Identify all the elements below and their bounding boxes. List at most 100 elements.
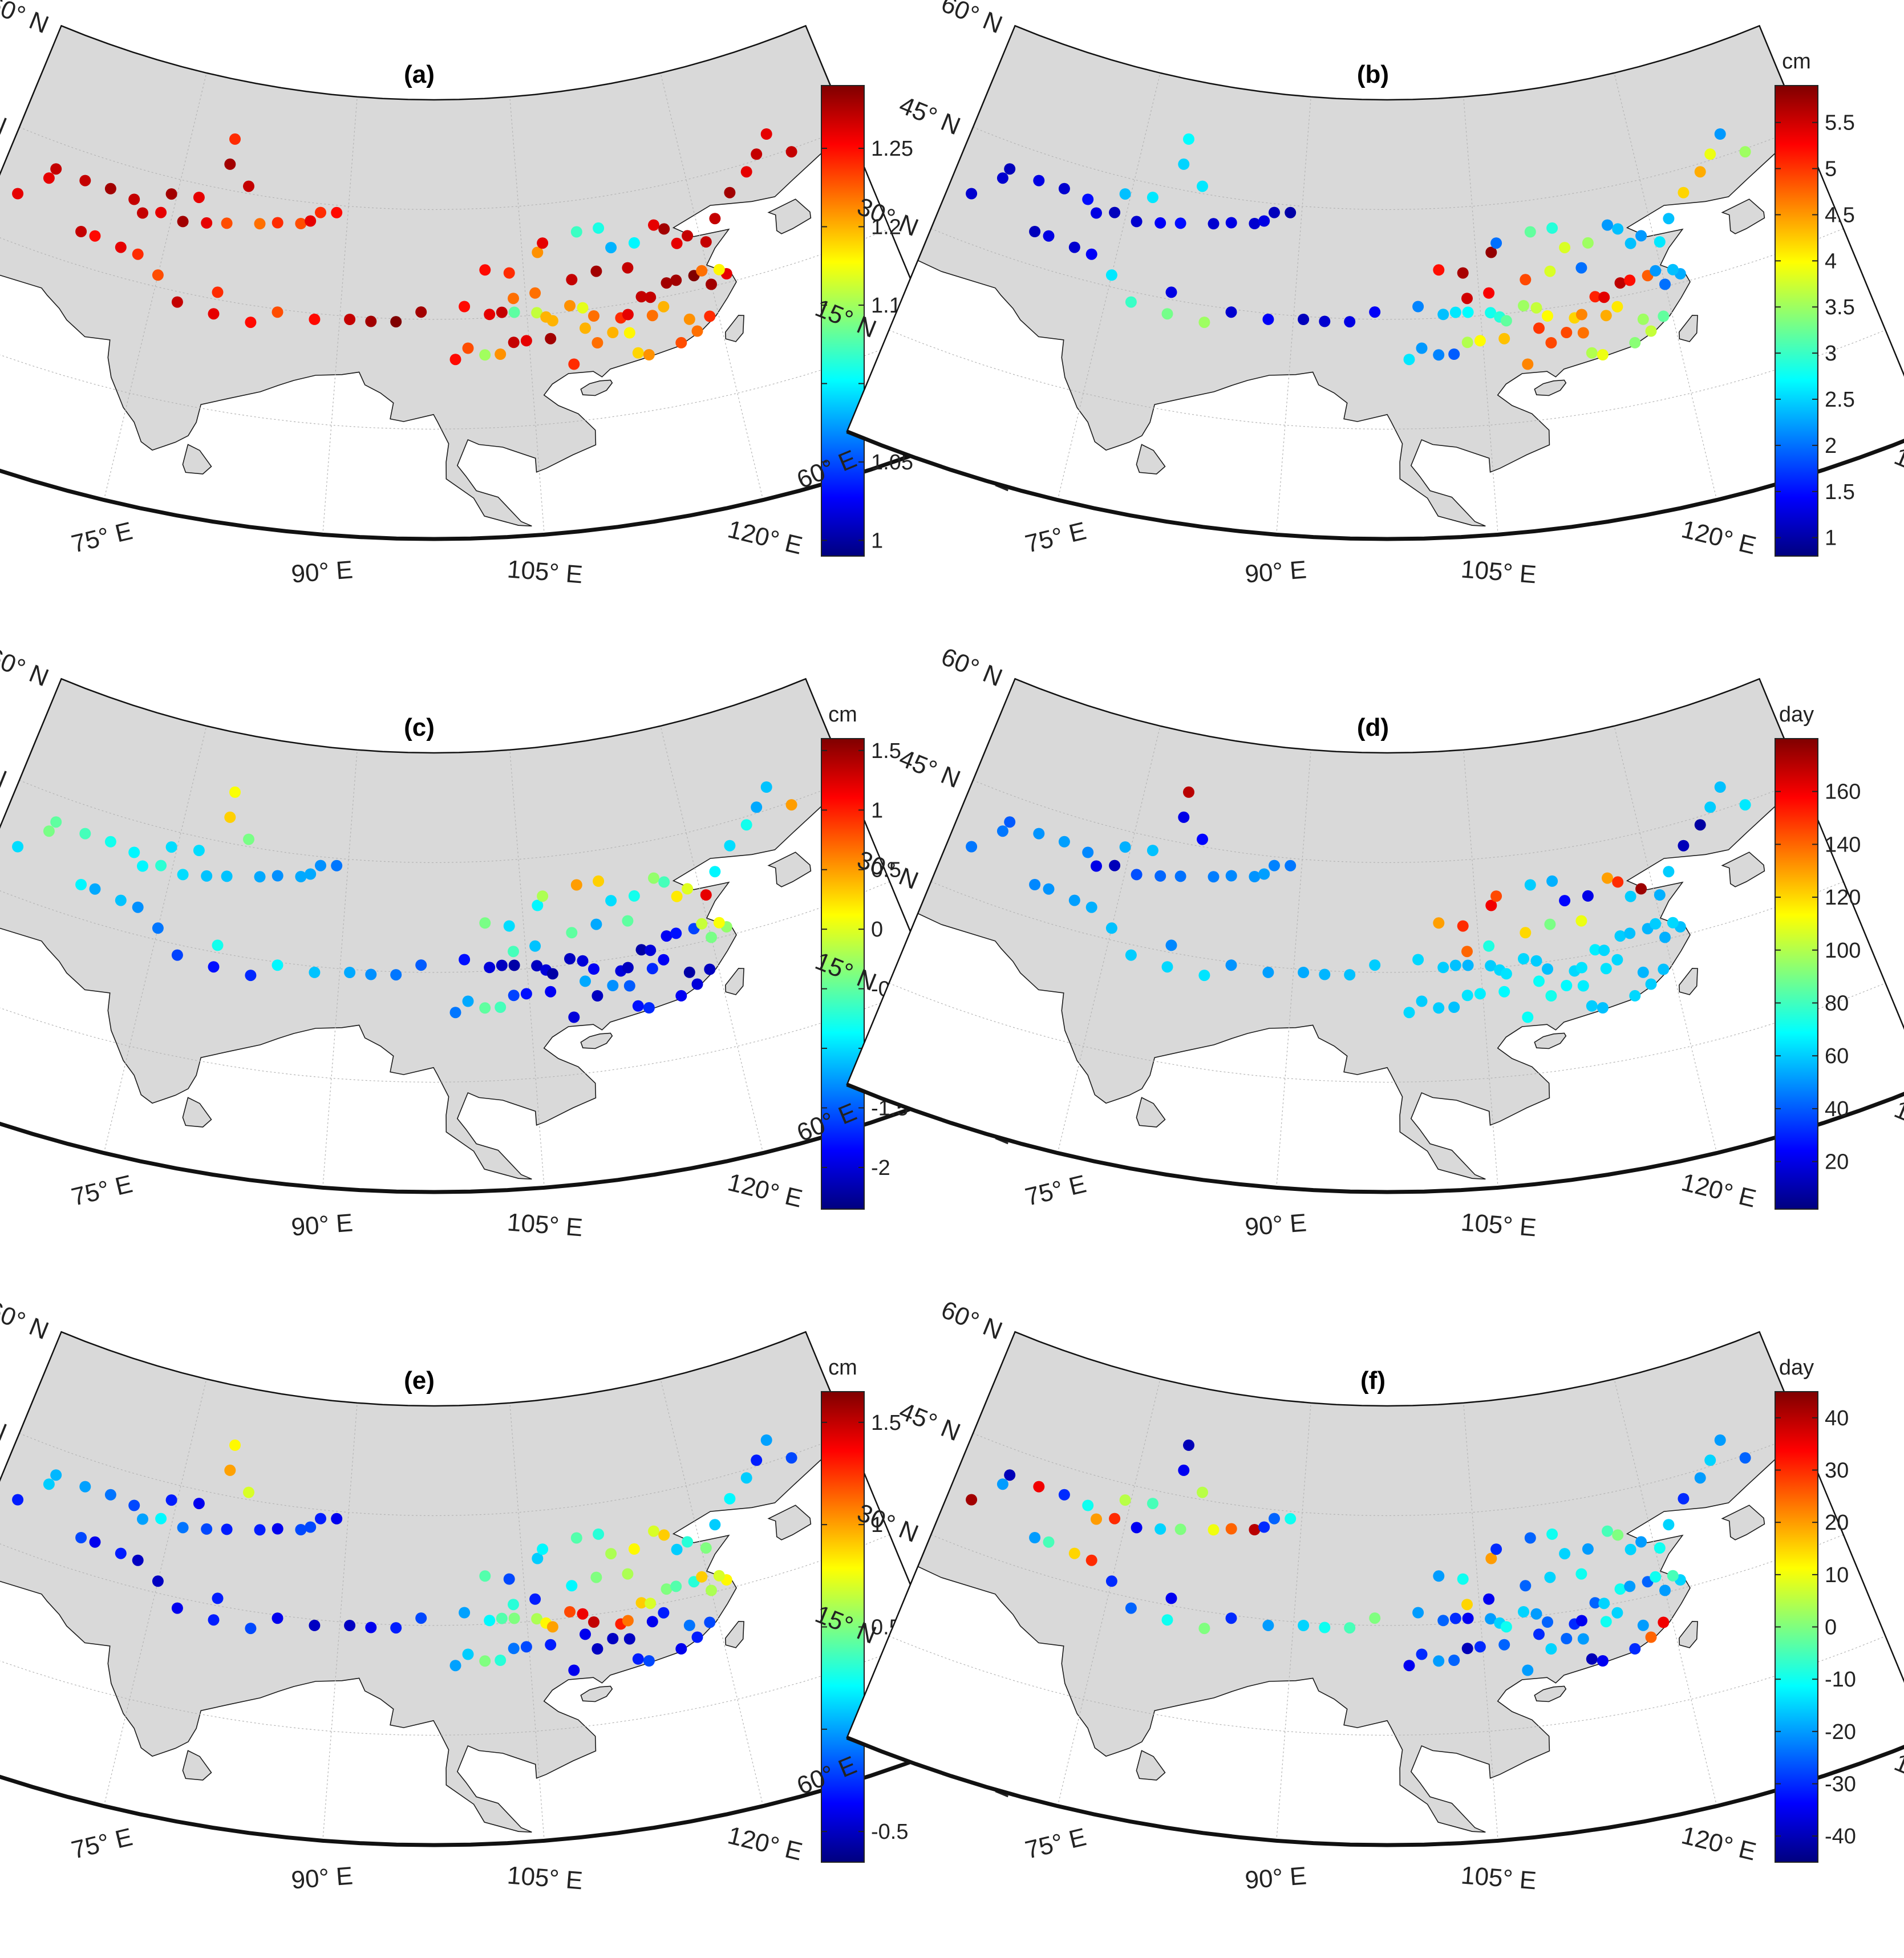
- station-dot: [1433, 1002, 1445, 1014]
- station-dot: [315, 1513, 326, 1525]
- station-dot: [193, 1498, 205, 1510]
- colorbar-tick-label: 30: [1825, 1459, 1849, 1483]
- station-dot: [537, 890, 549, 902]
- station-dot: [1575, 262, 1587, 274]
- land-mass: [917, 26, 1794, 527]
- graticule-lat: [889, 983, 1886, 1083]
- island: [724, 314, 744, 342]
- station-dot: [751, 1454, 763, 1466]
- graticule-lat: [19, 780, 848, 864]
- island: [182, 1750, 212, 1781]
- graticule-lat: [0, 228, 890, 320]
- colorbar-tick-label: 0.5: [871, 858, 901, 882]
- station-dot: [1518, 300, 1529, 311]
- station-dot: [1635, 1536, 1647, 1548]
- station-dot: [508, 337, 520, 348]
- station-dot: [1714, 781, 1726, 793]
- station-dot: [462, 342, 474, 354]
- station-dot: [1448, 1002, 1460, 1013]
- station-dot: [1147, 845, 1158, 857]
- graticule-lat: [930, 1534, 1844, 1626]
- map-frame-bottom: [846, 429, 1904, 541]
- station-dot: [295, 218, 307, 229]
- station-dot: [706, 931, 717, 943]
- station-dot: [1183, 133, 1194, 145]
- station-dot: [568, 358, 580, 370]
- station-dot: [1154, 870, 1166, 882]
- colorbar-unit: day: [1779, 1356, 1814, 1380]
- station-dot: [1091, 207, 1102, 219]
- station-dot: [1058, 183, 1070, 194]
- island: [1136, 1097, 1166, 1128]
- station-dot: [508, 1612, 520, 1624]
- station-dot: [390, 969, 402, 981]
- station-dot: [1545, 1643, 1557, 1655]
- station-dot: [1544, 918, 1556, 930]
- station-dot: [671, 237, 683, 249]
- station-dot: [622, 915, 634, 927]
- colorbar-tick-label: 20: [1825, 1150, 1849, 1174]
- lon-label: 105° E: [506, 1861, 584, 1895]
- station-dot: [1258, 215, 1270, 227]
- station-dot: [1577, 1633, 1589, 1645]
- station-dot: [221, 870, 233, 882]
- station-dot: [531, 307, 543, 319]
- map-frame-bottom: [0, 429, 975, 541]
- station-dot: [700, 1542, 712, 1554]
- station-dot: [1462, 1612, 1474, 1624]
- station-dot: [208, 308, 220, 320]
- station-dot: [545, 1639, 557, 1651]
- station-dot: [700, 889, 712, 901]
- graticule-lat: [930, 228, 1844, 320]
- station-dot: [1530, 302, 1542, 314]
- station-dot: [1629, 337, 1641, 348]
- station-dot: [1533, 1628, 1545, 1640]
- colorbar-unit: cm: [828, 703, 857, 727]
- station-dot: [1589, 1597, 1601, 1609]
- station-dot: [1119, 188, 1131, 200]
- station-dot: [1269, 206, 1280, 218]
- station-dot: [1131, 216, 1143, 228]
- station-dot: [537, 1543, 549, 1555]
- station-dot: [706, 1584, 717, 1596]
- graticule-lat: [889, 330, 1886, 430]
- map-frame-bottom: [846, 1083, 1904, 1194]
- station-dot: [484, 962, 496, 974]
- station-dot: [1577, 327, 1589, 339]
- station-dot: [1522, 1011, 1534, 1023]
- station-dot: [115, 241, 127, 253]
- station-dot: [1645, 1631, 1657, 1643]
- station-dot: [1208, 1524, 1220, 1536]
- station-dot: [520, 335, 532, 347]
- station-dot: [508, 946, 519, 958]
- station-dot: [1658, 1616, 1670, 1628]
- station-dot: [751, 148, 763, 160]
- station-dot: [224, 1464, 236, 1476]
- station-dot: [508, 1643, 520, 1655]
- station-dot: [1500, 1621, 1512, 1633]
- station-dot: [740, 819, 752, 831]
- station-dot: [607, 327, 619, 338]
- station-dot: [1174, 870, 1186, 882]
- station-dot: [1598, 291, 1610, 303]
- station-dot: [484, 1615, 496, 1627]
- station-dot: [709, 213, 721, 225]
- station-dot: [1629, 1643, 1641, 1655]
- graticule-lat: [0, 1534, 890, 1626]
- panel-title: (d): [1357, 714, 1389, 741]
- station-dot: [1043, 230, 1055, 242]
- station-dot: [1161, 1614, 1173, 1626]
- station-dot: [1029, 226, 1041, 237]
- station-dot: [1624, 1580, 1636, 1592]
- station-dot: [1545, 337, 1557, 348]
- station-dot: [1625, 890, 1636, 902]
- station-dot: [683, 1619, 695, 1631]
- station-dot: [43, 825, 55, 837]
- station-dot: [1577, 980, 1589, 992]
- lat-label: 60° N: [0, 1296, 52, 1345]
- station-dot: [1412, 301, 1424, 313]
- station-dot: [570, 1532, 582, 1544]
- colorbar-tick-label: 160: [1825, 780, 1861, 804]
- station-dot: [79, 175, 91, 187]
- station-dot: [531, 1613, 543, 1625]
